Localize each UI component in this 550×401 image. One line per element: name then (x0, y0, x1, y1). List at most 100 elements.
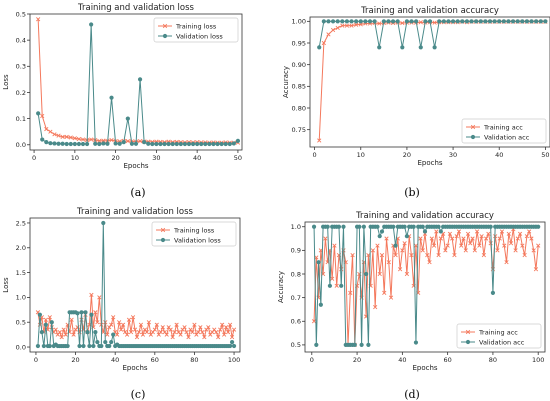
data-point (37, 312, 43, 317)
caption-c: (c) (130, 388, 146, 401)
data-point (436, 252, 441, 258)
data-point (317, 45, 322, 50)
data-point (125, 138, 130, 144)
data-point (97, 141, 102, 147)
data-point (402, 241, 407, 246)
caption-b: (b) (404, 186, 420, 199)
data-point (44, 126, 49, 132)
legend-label: Validation acc (479, 338, 525, 346)
x-tick-label: 40 (398, 356, 406, 364)
data-point (75, 311, 80, 316)
data-point (101, 330, 106, 335)
data-point (409, 19, 414, 24)
y-tick-label: 0.8 (291, 270, 301, 278)
data-point (105, 141, 110, 146)
data-point (109, 137, 114, 143)
data-point (71, 332, 76, 337)
data-point (391, 224, 396, 229)
data-point (69, 317, 74, 322)
data-point (47, 343, 52, 349)
data-point (450, 236, 455, 241)
data-point (190, 330, 195, 335)
x-tick-label: 60 (151, 356, 159, 364)
data-point (501, 19, 506, 24)
data-point (340, 23, 345, 28)
x-tick-label: 80 (190, 356, 198, 364)
data-point (227, 322, 233, 327)
data-point (486, 231, 491, 236)
data-point (231, 343, 237, 349)
y-tick-label: 0.2 (16, 89, 26, 97)
data-point (121, 140, 126, 145)
data-point (454, 234, 459, 239)
y-tick-label: 1.5 (16, 269, 26, 277)
data-point (484, 236, 489, 241)
data-point (404, 234, 409, 239)
data-point (420, 248, 425, 253)
data-point (126, 317, 132, 322)
plot-frame (29, 13, 243, 151)
data-point (80, 141, 86, 147)
data-point (95, 320, 100, 325)
data-point (432, 20, 437, 25)
data-point (531, 248, 536, 253)
data-point (36, 17, 41, 22)
data-point (235, 138, 241, 143)
x-axis-label: Epochs (122, 364, 147, 372)
data-point (222, 332, 227, 337)
data-point (91, 343, 96, 349)
x-tick-label: 0 (313, 151, 317, 159)
data-point (48, 129, 53, 134)
data-point (349, 19, 354, 24)
data-point (502, 243, 507, 248)
data-point (64, 141, 69, 147)
x-tick-label: 30 (152, 154, 160, 162)
data-point (474, 229, 480, 234)
data-point (203, 141, 208, 147)
data-point (154, 141, 159, 147)
data-point (477, 243, 482, 248)
legend (456, 323, 542, 349)
data-point (352, 342, 357, 348)
data-point (370, 248, 376, 253)
data-point (533, 267, 539, 272)
data-point (219, 141, 224, 147)
data-point (388, 295, 394, 300)
data-point (508, 241, 514, 246)
data-point (83, 310, 88, 315)
data-point (95, 339, 100, 345)
data-point (431, 243, 437, 248)
x-axis-label: Epochs (417, 159, 442, 167)
data-point (140, 332, 146, 337)
data-point (80, 137, 86, 142)
data-point (220, 322, 225, 327)
data-point (109, 322, 114, 327)
data-point (142, 140, 147, 145)
data-point (506, 231, 511, 236)
data-point (190, 141, 196, 147)
data-point (363, 19, 368, 24)
data-point (162, 141, 167, 147)
x-tick-label: 20 (111, 154, 119, 162)
data-point (132, 327, 138, 332)
data-point (93, 310, 98, 315)
data-point (499, 229, 505, 234)
data-point (418, 20, 423, 25)
x-tick-label: 50 (541, 151, 549, 159)
data-point (182, 325, 187, 330)
data-point (196, 330, 201, 335)
data-point (465, 231, 471, 236)
data-point (170, 141, 175, 147)
data-point (495, 248, 500, 253)
data-point (472, 248, 477, 253)
data-point (211, 141, 216, 147)
data-point (344, 23, 350, 28)
data-point (418, 45, 423, 50)
data-point (437, 19, 442, 24)
data-point (536, 243, 541, 248)
data-point (87, 343, 92, 349)
data-point (438, 236, 443, 241)
x-tick-label: 40 (193, 154, 201, 162)
data-point (57, 330, 62, 335)
data-point (60, 134, 65, 140)
